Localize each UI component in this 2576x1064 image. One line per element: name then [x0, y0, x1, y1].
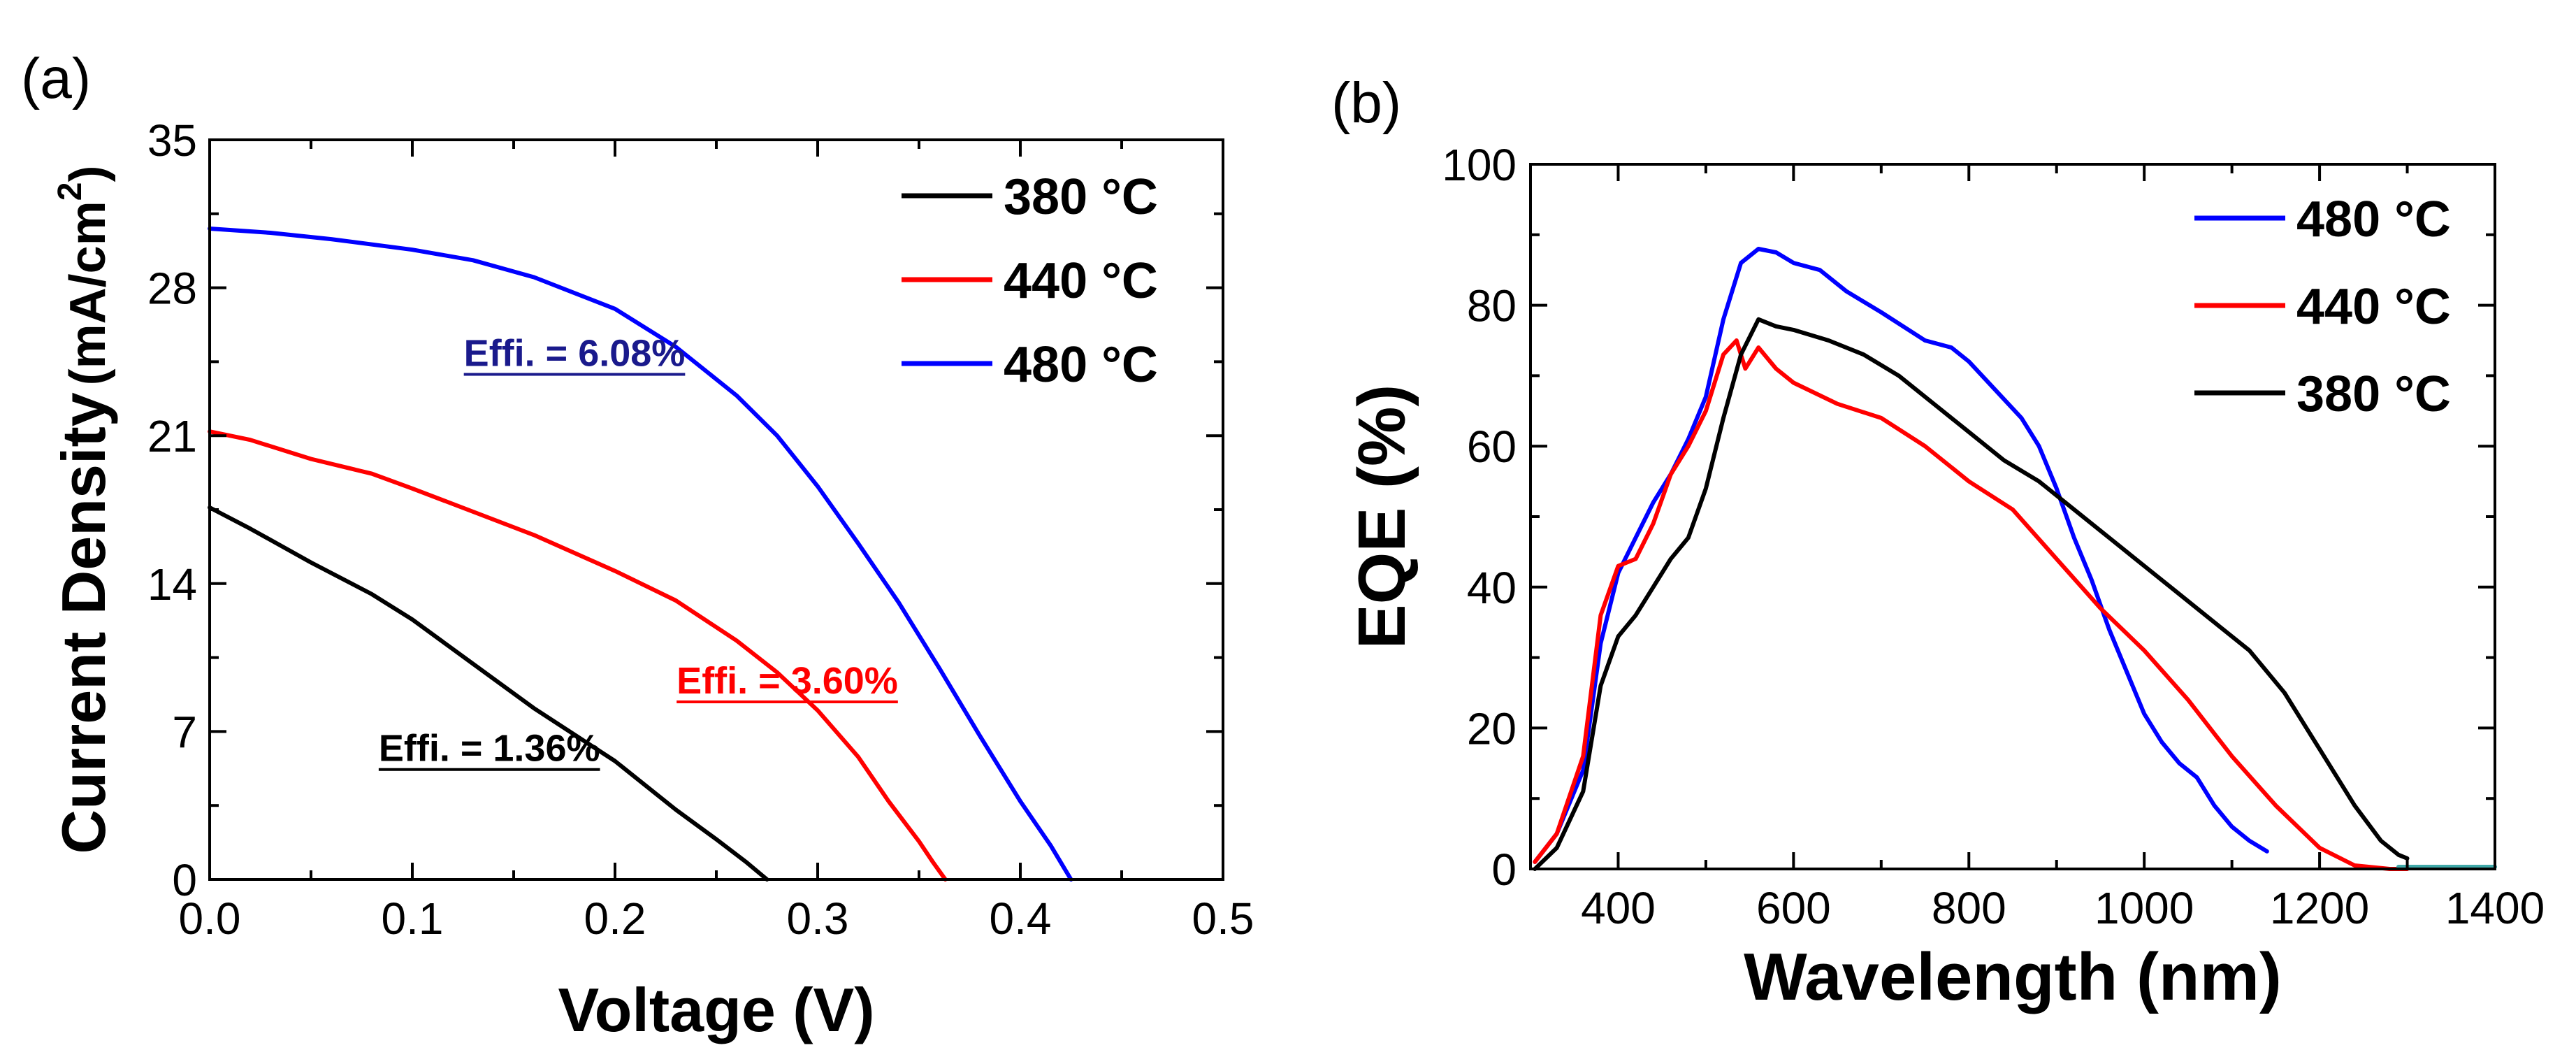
panel-label-a: (a): [21, 47, 91, 110]
y-tick-label: 7: [172, 707, 197, 757]
y-tick-label: 40: [1467, 563, 1517, 613]
y-tick-label: 0: [172, 855, 197, 905]
series-line-480-c: [208, 227, 1073, 882]
y-tick-label: 14: [147, 559, 197, 610]
svg-text:Current Density(mA/cm2): Current Density (mA/cm2): [49, 166, 118, 854]
x-axis-label-a: Voltage (V): [558, 975, 874, 1044]
series-line-440-c: [208, 429, 948, 882]
annotation-effi-1-36: Effi. = 1.36%: [379, 728, 600, 770]
y-tick-label: 28: [147, 264, 197, 314]
series-line-380-c: [1533, 317, 2410, 871]
panel-a: (a) 0.0 0.1 0.2 0.3 0.4 0.5 0 7 14 21 28 35 Effi. =…: [21, 47, 1254, 1044]
legend-label-480-c: 480 °C: [2296, 192, 2451, 247]
y-tick-label: 80: [1467, 281, 1517, 331]
x-tick-label: 0.4: [990, 893, 1052, 944]
x-tick-label: 600: [1756, 883, 1831, 933]
x-tick-label: 400: [1581, 883, 1656, 933]
axis-ticks-b: 400 600 800 1000 1200 1400 0 20 40 60 80 100: [1442, 140, 2545, 933]
legend-label-480-c: 480 °C: [1004, 337, 1158, 393]
legend-label-440-c: 440 °C: [1004, 253, 1158, 309]
x-tick-label: 1000: [2094, 883, 2194, 933]
axis-ticks-a: 0.0 0.1 0.2 0.3 0.4 0.5 0 7 14 21 28 35: [147, 115, 1254, 944]
x-tick-label: 0.1: [382, 893, 444, 944]
x-tick-label: 0.5: [1192, 893, 1254, 944]
y-axis-label-unit: (mA/cm: [60, 201, 116, 385]
series-line-440-c: [1533, 338, 2410, 871]
legend-a: 380 °C 440 °C 480 °C: [902, 169, 1158, 393]
legend-label-380-c: 380 °C: [2296, 366, 2451, 422]
series-line-480-c: [1533, 247, 2269, 864]
panel-b: (b) 400 600 800 1000 1200 1400 0 20 40 60 80 100 48…: [1331, 71, 2545, 1014]
x-tick-label: 1200: [2270, 883, 2369, 933]
legend-label-440-c: 440 °C: [2296, 279, 2451, 335]
annotation-effi-3-60: Effi. = 3.60%: [676, 660, 898, 702]
plot-frame-b: [1529, 163, 2496, 870]
panel-label-b: (b): [1331, 71, 1401, 135]
eqe-curves: [1533, 247, 2497, 871]
x-tick-label: 0.0: [179, 893, 241, 944]
legend-label-380-c: 380 °C: [1004, 169, 1158, 225]
x-tick-label: 0.3: [787, 893, 849, 944]
efficiency-annotations: Effi. = 6.08% Effi. = 3.60% Effi. = 1.36%: [378, 332, 898, 771]
y-axis-label-main: Current Density: [49, 392, 118, 854]
plot-frame-a: [208, 138, 1224, 881]
annotation-effi-6-08: Effi. = 6.08%: [464, 332, 686, 374]
x-tick-label: 1400: [2445, 883, 2545, 933]
x-tick-label: 800: [1932, 883, 2006, 933]
y-axis-label-close: ): [60, 166, 116, 182]
series-line-380-c: [208, 505, 769, 882]
x-axis-label-b: Wavelength (nm): [1744, 940, 2282, 1014]
y-tick-label: 0: [1491, 844, 1517, 895]
y-tick-label: 60: [1467, 422, 1517, 472]
legend-b: 480 °C 440 °C 380 °C: [2194, 192, 2451, 422]
y-tick-label: 20: [1467, 703, 1517, 754]
y-axis-label-b: EQE (%): [1345, 384, 1419, 649]
y-tick-label: 100: [1442, 140, 1517, 190]
x-tick-label: 0.2: [584, 893, 646, 944]
y-axis-label-a: Current Density (mA/cm2): [49, 166, 118, 854]
y-tick-label: 35: [147, 115, 197, 166]
iv-curves: [208, 227, 1073, 882]
y-axis-label-sup: 2: [52, 182, 89, 201]
y-tick-label: 21: [147, 411, 197, 461]
